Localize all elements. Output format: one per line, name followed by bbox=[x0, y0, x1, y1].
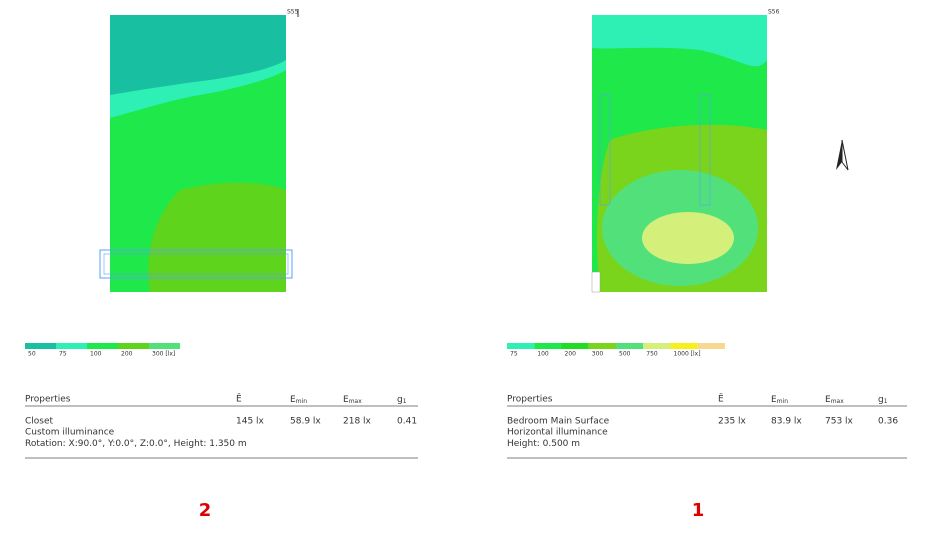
row-value: 0.36 bbox=[878, 417, 898, 427]
header-main: E bbox=[343, 395, 349, 405]
legend-swatch bbox=[118, 343, 149, 349]
legend-swatch bbox=[149, 343, 180, 349]
header-main: g bbox=[878, 395, 884, 405]
legend-label: 200 bbox=[121, 351, 133, 358]
legend-label: 100 bbox=[90, 351, 102, 358]
legend-label: 100 bbox=[537, 351, 549, 358]
legend-swatch bbox=[534, 343, 562, 349]
legend-swatch bbox=[588, 343, 616, 349]
closet-heatmap bbox=[99, 9, 299, 292]
table-header: Emax bbox=[825, 395, 844, 405]
row-detail: Rotation: X:90.0°, Y:0.0°, Z:0.0°, Heigh… bbox=[25, 439, 247, 449]
legend-label: 300 [lx] bbox=[152, 351, 175, 358]
row-name: Bedroom Main Surface bbox=[507, 417, 610, 427]
table-header: Ē bbox=[236, 394, 242, 405]
legend-swatch bbox=[507, 343, 535, 349]
header-sub: max bbox=[349, 398, 363, 405]
legend-swatch bbox=[56, 343, 87, 349]
legend-label: 75 bbox=[59, 351, 67, 358]
legend-label: 500 bbox=[619, 351, 631, 358]
legend-label: 200 bbox=[565, 351, 577, 358]
header-main: E bbox=[771, 395, 777, 405]
header-sub: min bbox=[777, 398, 789, 405]
legend-label: 750 bbox=[646, 351, 658, 358]
table-header: Emax bbox=[343, 395, 362, 405]
north-arrow bbox=[836, 139, 849, 171]
row-value: 58.9 lx bbox=[290, 417, 321, 427]
header-main: E bbox=[825, 395, 831, 405]
row-detail: Custom illuminance bbox=[25, 428, 115, 438]
surface-tag: S56 bbox=[768, 9, 780, 16]
header-main: E bbox=[290, 395, 296, 405]
legend-swatch bbox=[697, 343, 725, 349]
row-value: 235 lx bbox=[718, 417, 747, 427]
bedroom-heatmap bbox=[591, 15, 767, 293]
header-sub: max bbox=[831, 398, 845, 405]
header-sub: min bbox=[296, 398, 308, 405]
header-main: g bbox=[397, 395, 403, 405]
legend-label: 75 bbox=[510, 351, 518, 358]
row-value: 753 lx bbox=[825, 417, 854, 427]
table-header: g1 bbox=[397, 395, 407, 405]
row-value: 0.41 bbox=[397, 417, 417, 427]
panel-number: 2 bbox=[199, 500, 212, 521]
table-header: Properties bbox=[25, 395, 71, 405]
table-header: Properties bbox=[507, 395, 553, 405]
legend-swatch bbox=[25, 343, 56, 349]
row-detail: Horizontal illuminance bbox=[507, 428, 608, 438]
legend-swatch bbox=[87, 343, 118, 349]
legend-swatch bbox=[643, 343, 671, 349]
row-value: 145 lx bbox=[236, 417, 265, 427]
legend-swatch bbox=[616, 343, 644, 349]
table-header: Emin bbox=[771, 395, 788, 405]
row-name: Closet bbox=[25, 417, 54, 427]
legend-swatch bbox=[670, 343, 698, 349]
table-header: Emin bbox=[290, 395, 307, 405]
legend-label: 1000 [lx] bbox=[674, 351, 701, 358]
row-detail: Height: 0.500 m bbox=[507, 439, 580, 449]
surface-tag: S55 bbox=[287, 9, 299, 16]
header-sub: 1 bbox=[403, 398, 407, 405]
row-value: 218 lx bbox=[343, 417, 372, 427]
panel-number: 1 bbox=[692, 500, 705, 521]
legend-swatch bbox=[561, 343, 589, 349]
table-header: g1 bbox=[878, 395, 888, 405]
legend-label: 50 bbox=[28, 351, 36, 358]
header-sub: 1 bbox=[884, 398, 888, 405]
row-value: 83.9 lx bbox=[771, 417, 802, 427]
legend-label: 300 bbox=[592, 351, 604, 358]
table-header: Ē bbox=[718, 394, 724, 405]
